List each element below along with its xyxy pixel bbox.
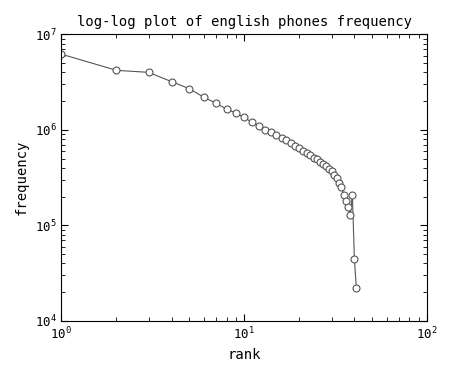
Y-axis label: frequency: frequency xyxy=(15,140,29,215)
X-axis label: rank: rank xyxy=(227,348,261,362)
Title: log-log plot of english phones frequency: log-log plot of english phones frequency xyxy=(77,15,412,29)
